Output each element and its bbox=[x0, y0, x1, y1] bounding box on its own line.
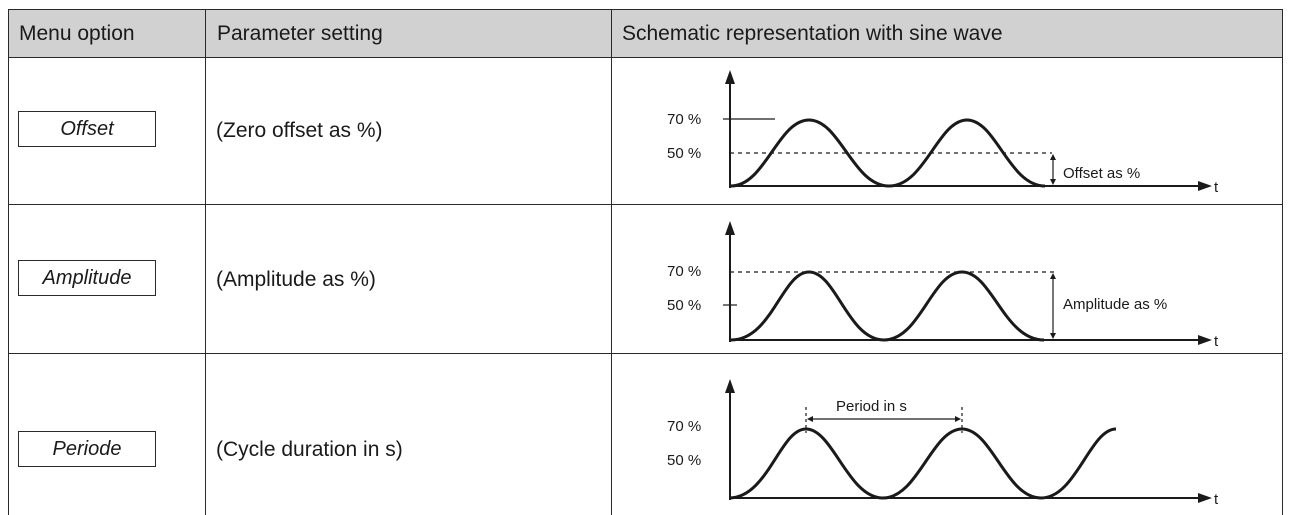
param-offset: (Zero offset as %) bbox=[216, 119, 383, 142]
amplitude-annotation: Amplitude as % bbox=[1063, 296, 1167, 313]
row-divider-1 bbox=[8, 204, 1283, 205]
period-dimension-arrow-left bbox=[807, 416, 813, 422]
offset-axis-t: t bbox=[1214, 179, 1219, 196]
amplitude-dimension-arrow-up bbox=[1050, 273, 1056, 279]
amplitude-diagram: t 70 % 50 % Amplitude as % bbox=[667, 221, 1219, 350]
offset-annotation: Offset as % bbox=[1063, 165, 1140, 182]
table-border-left bbox=[8, 9, 9, 515]
menu-option-offset: Offset bbox=[18, 111, 156, 147]
amplitude-dimension-arrow-down bbox=[1050, 333, 1056, 339]
table-header: Menu option Parameter setting Schematic … bbox=[8, 9, 1283, 58]
column-divider-1 bbox=[205, 9, 206, 515]
amplitude-axis-t: t bbox=[1214, 333, 1219, 350]
param-periode: (Cycle duration in s) bbox=[216, 438, 403, 461]
amplitude-sine-wave bbox=[730, 270, 1045, 342]
period-y-axis-arrow bbox=[725, 379, 735, 393]
header-parameter-setting: Parameter setting bbox=[217, 22, 383, 45]
offset-label-50: 50 % bbox=[667, 145, 701, 162]
row-divider-2 bbox=[8, 353, 1283, 354]
offset-sine-wave bbox=[730, 118, 1046, 188]
offset-diagram: t 70 % 50 % Offset as % bbox=[667, 70, 1219, 196]
offset-dimension-arrow-down bbox=[1050, 179, 1056, 185]
table-border-right bbox=[1282, 9, 1283, 515]
amplitude-label-70: 70 % bbox=[667, 263, 701, 280]
period-diagram: t 70 % 50 % Period in s bbox=[667, 379, 1219, 508]
period-sine-wave bbox=[728, 427, 1117, 500]
column-divider-2 bbox=[611, 9, 612, 515]
header-menu-option: Menu option bbox=[19, 22, 135, 45]
period-annotation: Period in s bbox=[836, 398, 907, 415]
period-label-50: 50 % bbox=[667, 452, 701, 469]
menu-option-amplitude: Amplitude bbox=[18, 260, 156, 296]
amplitude-x-axis-arrow bbox=[1198, 335, 1212, 345]
offset-label-70: 70 % bbox=[667, 111, 701, 128]
offset-x-axis-arrow bbox=[1198, 181, 1212, 191]
amplitude-label-50: 50 % bbox=[667, 297, 701, 314]
period-axis-t: t bbox=[1214, 491, 1219, 508]
param-amplitude: (Amplitude as %) bbox=[216, 268, 376, 291]
period-dimension-arrow-right bbox=[955, 416, 961, 422]
period-x-axis-arrow bbox=[1198, 493, 1212, 503]
header-schematic: Schematic representation with sine wave bbox=[622, 22, 1003, 45]
offset-y-axis-arrow bbox=[725, 70, 735, 84]
menu-option-periode: Periode bbox=[18, 431, 156, 467]
amplitude-y-axis-arrow bbox=[725, 221, 735, 235]
offset-dimension-arrow-up bbox=[1050, 154, 1056, 160]
period-label-70: 70 % bbox=[667, 418, 701, 435]
parameter-table: Menu option Parameter setting Schematic … bbox=[8, 9, 1283, 515]
